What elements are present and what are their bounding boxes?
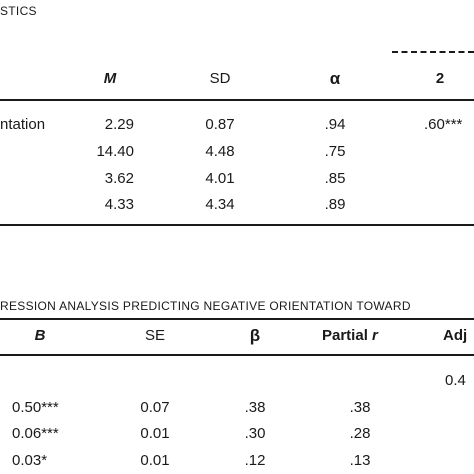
table1-cell-sd: 4.48 xyxy=(205,143,235,160)
table2-cell-beta: .38 xyxy=(244,399,266,416)
table2-cell-beta: .12 xyxy=(244,452,266,469)
table1-cell-m: 4.33 xyxy=(104,196,134,213)
table2-cell-partial: .13 xyxy=(349,452,371,469)
table2-header-b: B xyxy=(34,327,46,344)
table1-cell-alpha: .94 xyxy=(324,116,346,133)
table1-bottom-rule xyxy=(0,224,474,226)
table2-adj-value: 0.4 xyxy=(445,372,466,389)
table1-header-rule xyxy=(0,99,474,101)
table2-header-partial-r: r xyxy=(372,327,378,344)
table2-cell-b: 0.03* xyxy=(12,452,48,469)
table1-cell-col2: .60*** xyxy=(424,116,463,133)
table2-header-rule xyxy=(0,354,474,356)
table2-top-rule xyxy=(0,318,474,320)
table1-header-sd: SD xyxy=(209,70,231,87)
table1-cell-alpha: .75 xyxy=(324,143,346,160)
table1-cell-m: 14.40 xyxy=(96,143,134,160)
table1-cell-sd: 4.34 xyxy=(205,196,235,213)
table1-cell-sd: 4.01 xyxy=(205,170,235,187)
table2-cell-se: 0.01 xyxy=(140,452,170,469)
table2-header-partial-label: Partial xyxy=(322,327,368,344)
table1-caption: STICS xyxy=(0,4,37,18)
table1-header-col2: 2 xyxy=(435,70,445,87)
table2-header-se: SE xyxy=(144,327,165,344)
table1-row-label: ntation xyxy=(0,116,46,133)
table1-header-alpha: α xyxy=(329,69,341,88)
table2-caption: RESSION ANALYSIS PREDICTING NEGATIVE ORI… xyxy=(0,299,411,313)
table2-header-partial: Partial r xyxy=(322,327,378,344)
table2-cell-se: 0.01 xyxy=(140,425,170,442)
table1-cell-m: 2.29 xyxy=(104,116,134,133)
table2-cell-beta: .30 xyxy=(244,425,266,442)
table2-cell-partial: .28 xyxy=(349,425,371,442)
table1-cell-m: 3.62 xyxy=(104,170,134,187)
table2-cell-partial: .38 xyxy=(349,399,371,416)
table1-header-m: M xyxy=(103,70,117,87)
table1-cell-sd: 0.87 xyxy=(205,116,235,133)
table2-cell-b: 0.06*** xyxy=(12,425,59,442)
table2-cell-b: 0.50*** xyxy=(12,399,59,416)
table1-cell-alpha: .85 xyxy=(324,170,346,187)
table2-header-beta: β xyxy=(249,326,261,345)
table2-header-adj: Adj xyxy=(443,327,468,344)
table1-cell-alpha: .89 xyxy=(324,196,346,213)
table2-cell-se: 0.07 xyxy=(140,399,170,416)
table1-dashed-rule xyxy=(392,51,474,53)
